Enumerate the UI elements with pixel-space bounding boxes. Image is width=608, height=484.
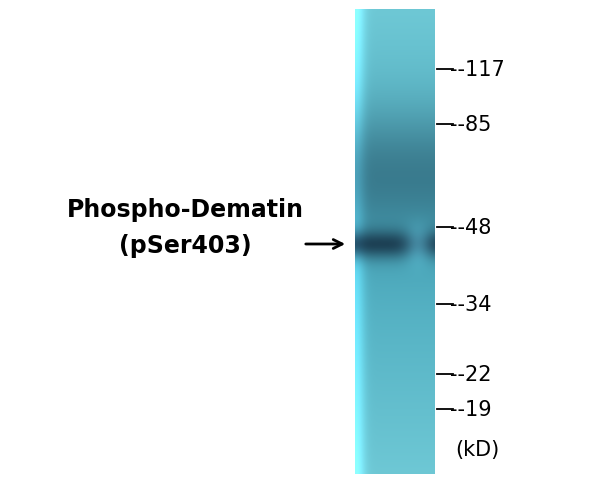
Text: (pSer403): (pSer403) xyxy=(119,233,251,257)
Text: --34: --34 xyxy=(450,294,491,314)
Text: --117: --117 xyxy=(450,60,505,80)
Text: --85: --85 xyxy=(450,115,491,135)
Text: --19: --19 xyxy=(450,399,492,419)
Text: --22: --22 xyxy=(450,364,491,384)
Text: --48: --48 xyxy=(450,217,491,238)
Text: (kD): (kD) xyxy=(455,439,499,459)
Text: Phospho-Dematin: Phospho-Dematin xyxy=(66,197,303,222)
